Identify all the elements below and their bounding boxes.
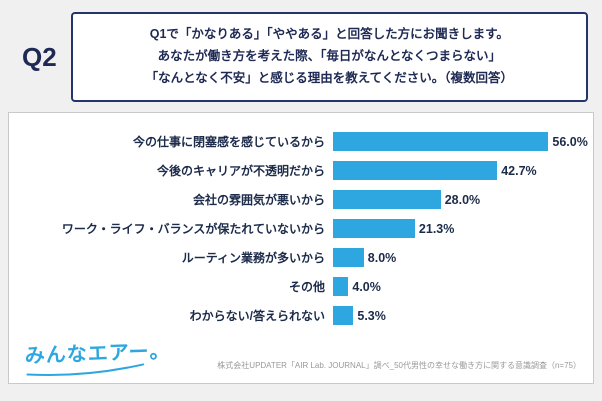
bar-track: 42.7% bbox=[333, 156, 583, 185]
logo-swoosh-icon bbox=[26, 363, 145, 377]
bar-track: 4.0% bbox=[333, 272, 583, 301]
bar-track: 21.3% bbox=[333, 214, 583, 243]
category-label: わからない/答えられない bbox=[189, 309, 325, 323]
bar-row: 今後のキャリアが不透明だから 42.7% bbox=[15, 156, 583, 185]
bar-row: その他 4.0% bbox=[15, 272, 583, 301]
bar-row: 今の仕事に閉塞感を感じているから 56.0% bbox=[15, 127, 588, 156]
category-label: 今の仕事に閉塞感を感じているから bbox=[132, 135, 325, 149]
bar-row: 会社の雰囲気が悪いから 28.0% bbox=[15, 185, 583, 214]
question-box: Q1で「かなりある」「ややある」と回答した方にお聞きします。 あなたが働き方を考… bbox=[70, 12, 588, 102]
category-label: ワーク・ライフ・バランスが保たれていないから bbox=[61, 222, 325, 236]
bar bbox=[333, 248, 364, 267]
category-label: 今後のキャリアが不透明だから bbox=[156, 164, 325, 178]
value-label: 5.3% bbox=[357, 308, 386, 323]
logo-text: みんなエアー。 bbox=[24, 340, 171, 368]
bar bbox=[333, 190, 441, 209]
bar bbox=[333, 277, 349, 296]
bar bbox=[333, 306, 354, 325]
minna-air-logo: みんなエアー。 bbox=[24, 340, 172, 377]
question-number: Q2 bbox=[22, 41, 57, 72]
question-text-line: Q1で「かなりある」「ややある」と回答した方にお聞きします。 bbox=[149, 27, 509, 42]
value-label: 8.0% bbox=[367, 250, 397, 265]
bar-track: 5.3% bbox=[333, 301, 583, 330]
bar-track: 28.0% bbox=[333, 185, 583, 214]
question-header: Q2 Q1で「かなりある」「ややある」と回答した方にお聞きします。 あなたが働き… bbox=[0, 0, 602, 112]
bar bbox=[333, 161, 498, 180]
bar-rows: 今の仕事に閉塞感を感じているから 56.0% 今後のキャリアが不透明だから 42.7%… bbox=[15, 127, 588, 333]
value-label: 21.3% bbox=[418, 221, 455, 236]
bar-track: 56.0% bbox=[333, 127, 588, 156]
bar-row: ワーク・ライフ・バランスが保たれていないから 21.3% bbox=[15, 214, 583, 243]
chart-footer: みんなエアー。 株式会社UPDATER「AIR Lab. JOURNAL」調べ_… bbox=[15, 333, 583, 377]
category-label: ルーティン業務が多いから bbox=[181, 251, 325, 265]
category-label: その他 bbox=[288, 280, 325, 294]
source-note: 株式会社UPDATER「AIR Lab. JOURNAL」調べ_50代男性の幸せ… bbox=[217, 361, 581, 370]
value-label: 42.7% bbox=[501, 163, 537, 178]
value-label: 4.0% bbox=[352, 279, 381, 294]
bar-row: ルーティン業務が多いから 8.0% bbox=[15, 243, 583, 272]
bar bbox=[333, 219, 415, 238]
category-label: 会社の雰囲気が悪いから bbox=[192, 193, 325, 207]
bar bbox=[333, 132, 549, 151]
bar-row: わからない/答えられない 5.3% bbox=[15, 301, 583, 330]
question-text-line: あなたが働き方を考えた際、「毎日がなんとなくつまらない」 bbox=[157, 49, 502, 64]
bar-track: 8.0% bbox=[333, 243, 583, 272]
question-text-line: 「なんとなく不安」と感じる理由を教えてください。（複数回答） bbox=[145, 70, 514, 85]
value-label: 56.0% bbox=[552, 134, 588, 149]
bar-chart: 今の仕事に閉塞感を感じているから 56.0% 今後のキャリアが不透明だから 42.7%… bbox=[8, 112, 594, 384]
value-label: 28.0% bbox=[444, 192, 481, 207]
